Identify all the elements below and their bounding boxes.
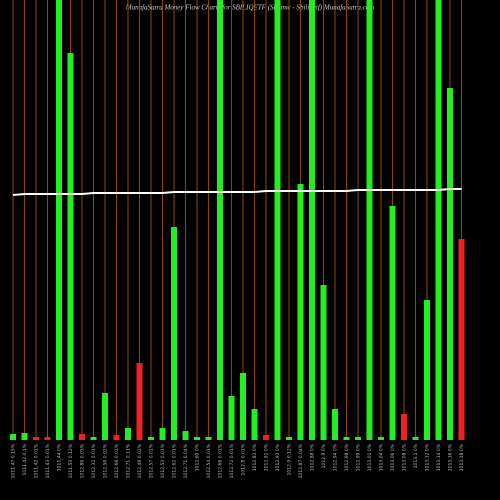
bar xyxy=(366,0,373,440)
bar xyxy=(102,393,108,440)
x-tick-label: 1011.47 0.15% xyxy=(11,443,17,478)
x-tick-label: 1013.08 0% xyxy=(402,443,408,471)
bar xyxy=(240,373,246,440)
x-tick-label: 1012.54 0.01% xyxy=(206,443,212,478)
x-tick-label: 1013.18 0% xyxy=(459,443,465,471)
bar xyxy=(44,437,51,440)
bar xyxy=(297,184,304,440)
x-tick-label: 1012.83 0% xyxy=(252,443,258,471)
x-tick-label: 1012.86 0.05% xyxy=(80,443,86,478)
x-tick-label: 1012.9 0.12% xyxy=(287,443,293,475)
bar xyxy=(21,433,28,440)
bar xyxy=(401,414,407,440)
x-tick-label: 1013.14 0% xyxy=(436,443,442,471)
x-tick-label: 1012.98 0% xyxy=(344,443,350,471)
x-tick-label: 1011.43 0.01% xyxy=(45,443,51,478)
x-tick-label: 1011.42 0.01% xyxy=(34,443,40,478)
x-tick-label: 1012.66 0.01% xyxy=(114,443,120,478)
bar xyxy=(320,285,327,440)
bar xyxy=(378,437,384,440)
bar xyxy=(182,431,189,440)
x-tick-label: 1012.8 0.01% xyxy=(241,443,247,475)
bar xyxy=(424,300,430,440)
bar xyxy=(33,437,39,440)
bar xyxy=(447,88,453,440)
x-tick-label: 1012.88 0% xyxy=(310,443,316,471)
money-flow-line xyxy=(12,188,462,196)
x-tick-label: 1013.1 0% xyxy=(413,443,419,468)
bar xyxy=(389,206,396,440)
bar xyxy=(113,435,120,440)
bar xyxy=(171,227,177,440)
x-tick-label: 1012.58 0.02% xyxy=(103,443,109,478)
x-tick-label: 1012.71 0.11% xyxy=(126,443,132,478)
bar xyxy=(412,437,419,440)
bar xyxy=(435,0,442,440)
bar xyxy=(251,409,258,440)
x-tick-label: 1011.44 0% xyxy=(57,443,63,471)
bar xyxy=(148,437,154,440)
bar xyxy=(309,0,315,440)
x-tick-label: 1012.99 0% xyxy=(356,443,362,471)
bar xyxy=(136,363,143,440)
bar xyxy=(458,239,465,440)
bar xyxy=(159,428,166,440)
bar xyxy=(332,409,338,440)
x-tick-label: 1013.01 0% xyxy=(367,443,373,471)
x-tick-label: 1011.53 0.12% xyxy=(68,443,74,478)
x-tick-label: 1013.04 0% xyxy=(379,443,385,471)
x-tick-label: 1012.94 0% xyxy=(333,443,339,471)
x-tick-label: 1012.32 0.01% xyxy=(91,443,97,478)
bar xyxy=(79,434,85,440)
x-tick-label: 1012.53 0.01% xyxy=(160,443,166,478)
x-tick-label: 1013.16 0% xyxy=(448,443,454,471)
x-tick-label: 1012.57 0.01% xyxy=(149,443,155,478)
x-tick-label: 1012.71 0.04% xyxy=(183,443,189,478)
x-tick-label: 1012.69 0% xyxy=(195,443,201,471)
bar xyxy=(343,437,350,440)
x-tick-label: 1011.42 0.1% xyxy=(22,443,28,475)
bar xyxy=(286,437,292,440)
x-tick-label: 1013.06 0% xyxy=(390,443,396,471)
x-tick-label: 1012.91 0% xyxy=(264,443,270,471)
bar xyxy=(205,437,212,440)
bar xyxy=(355,437,361,440)
x-tick-label: 1013.12 0% xyxy=(425,443,431,471)
bar xyxy=(67,53,74,440)
bar xyxy=(228,396,235,440)
bar xyxy=(125,428,131,440)
x-tick-label: 1012.66 0.01% xyxy=(218,443,224,478)
x-tick-label: 1012.93 0% xyxy=(275,443,281,471)
x-tick-label: 1012.87 0.04% xyxy=(298,443,304,478)
x-tick-label: 1012.46 0.02% xyxy=(137,443,143,478)
bar xyxy=(56,0,62,440)
x-tick-label: 1012.72 0.01% xyxy=(229,443,235,478)
bar xyxy=(263,435,269,440)
bar xyxy=(274,0,281,440)
x-tick-label: 1012.62 0.01% xyxy=(172,443,178,478)
bar xyxy=(194,437,200,440)
bar xyxy=(217,0,223,440)
bar xyxy=(90,437,97,440)
bar xyxy=(10,434,16,440)
x-tick-label: 1012.9 0% xyxy=(321,443,327,468)
chart-title: MunafaSutra Money Flow Charts for SBILIQ… xyxy=(125,4,374,12)
